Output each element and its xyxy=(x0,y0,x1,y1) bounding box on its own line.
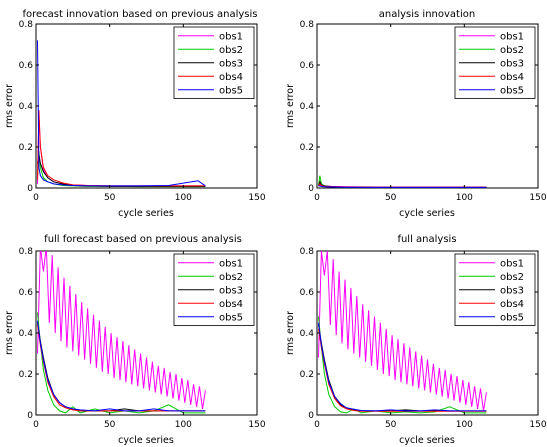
subplot-full-analysis: full analysis 0 50 100 150 0 0.2 0.4 0.6 0.8 obs1… xyxy=(285,234,547,446)
y-axis-label: rms error xyxy=(4,84,15,128)
legend-label-obs3: obs3 xyxy=(219,58,243,69)
legend-label-obs3: obs3 xyxy=(219,285,243,296)
x-tick-label: 0 xyxy=(314,193,320,203)
y-axis-label: rms error xyxy=(285,311,296,355)
y-tick-label: 0.2 xyxy=(300,370,314,380)
legend-label-obs1: obs1 xyxy=(219,258,243,269)
subplot-analysis-innovation: analysis innovation 0 50 100 15000.20.40.60… xyxy=(285,9,547,219)
series-line-obs1 xyxy=(37,251,206,409)
y-tick-label: 0.2 xyxy=(19,370,33,380)
legend-label-obs4: obs4 xyxy=(219,299,243,310)
x-tick-label: 100 xyxy=(456,193,473,203)
y-tick-label: 0.8 xyxy=(19,20,34,30)
y-tick-label: 0.4 xyxy=(19,329,34,339)
legend-label-obs2: obs2 xyxy=(500,272,524,283)
x-axis-label: cycle series xyxy=(399,435,455,446)
y-tick-label: 0.2 xyxy=(19,143,33,153)
x-tick-label: 150 xyxy=(248,193,265,203)
subplot-forecast-innovation: forecast innovation based on previous an… xyxy=(4,9,266,219)
legend-label-obs3: obs3 xyxy=(500,58,524,69)
x-tick-label: 50 xyxy=(104,193,116,203)
x-tick-label: 50 xyxy=(385,420,397,430)
x-tick-label: 0 xyxy=(33,420,39,430)
y-tick-label: 0.8 xyxy=(19,247,34,257)
x-axis-label: cycle series xyxy=(118,208,174,219)
legend-label-obs1: obs1 xyxy=(500,31,524,42)
y-tick-label: 0.6 xyxy=(300,61,315,71)
y-tick-label: 0.8 xyxy=(300,247,315,257)
series-line-obs5 xyxy=(37,320,206,412)
series-line-obs5 xyxy=(318,185,487,188)
x-tick-label: 150 xyxy=(248,420,265,430)
legend-label-obs2: obs2 xyxy=(219,45,243,56)
legend-label-obs5: obs5 xyxy=(219,312,243,323)
x-axis-label: cycle series xyxy=(118,435,174,446)
y-tick-label: 0.4 xyxy=(300,329,315,339)
chart-title: full forecast based on previous analysis xyxy=(44,234,242,245)
y-tick-label: 0.4 xyxy=(19,102,34,112)
y-axis-label: rms error xyxy=(4,311,15,355)
y-tick-label: 0.6 xyxy=(300,288,315,298)
y-tick-label: 0.6 xyxy=(19,288,34,298)
x-tick-label: 0 xyxy=(33,193,39,203)
y-tick-label: 0 xyxy=(27,184,33,194)
chart-title: analysis innovation xyxy=(379,9,475,20)
plot-area: 0 50 100 150 0 0.2 0.4 0.6 0.8 obs1 obs2 obs3 obs4 ob… xyxy=(19,20,266,203)
legend-label-obs4: obs4 xyxy=(500,299,524,310)
x-tick-label: 50 xyxy=(385,193,397,203)
legend-label-obs3: obs3 xyxy=(500,285,524,296)
chart-title: full analysis xyxy=(397,234,456,245)
y-tick-label: 0.6 xyxy=(19,61,34,71)
x-tick-label: 0 xyxy=(314,420,320,430)
y-tick-label: 0.4 xyxy=(300,102,315,112)
x-tick-label: 150 xyxy=(529,420,546,430)
subplot-full-forecast: full forecast based on previous analysis… xyxy=(4,234,266,446)
legend-label-obs1: obs1 xyxy=(500,258,524,269)
series-line-obs2 xyxy=(318,316,487,414)
chart-title: forecast innovation based on previous an… xyxy=(23,9,258,20)
x-tick-label: 100 xyxy=(456,420,473,430)
legend-label-obs4: obs4 xyxy=(219,72,243,83)
legend-label-obs2: obs2 xyxy=(219,272,243,283)
legend-label-obs5: obs5 xyxy=(219,85,243,96)
legend-label-obs2: obs2 xyxy=(500,45,524,56)
x-tick-label: 150 xyxy=(529,193,546,203)
series-line-obs5 xyxy=(318,322,487,412)
y-tick-label: 0 xyxy=(308,411,314,421)
legend-label-obs4: obs4 xyxy=(500,72,524,83)
plot-area: 0 50 100 150 0 0.2 0.4 0.6 0.8 obs1 obs2 obs3 obs4 ob… xyxy=(300,20,547,203)
y-tick-label: 0 xyxy=(27,411,33,421)
x-tick-label: 100 xyxy=(175,193,192,203)
x-axis-label: cycle series xyxy=(399,208,455,219)
series-line-obs1 xyxy=(318,251,487,411)
plot-area: 0 50 100 150 0 0.2 0.4 0.6 0.8 obs1 obs2 obs3 obs4 ob… xyxy=(300,247,547,430)
y-tick-label: 0 xyxy=(308,184,314,194)
legend-label-obs5: obs5 xyxy=(500,85,524,96)
x-tick-label: 50 xyxy=(104,420,116,430)
legend-label-obs1: obs1 xyxy=(219,31,243,42)
y-tick-label: 0.8 xyxy=(300,20,315,30)
y-tick-label: 0.2 xyxy=(300,143,314,153)
series-line-obs5 xyxy=(37,40,206,187)
y-axis-label: rms error xyxy=(285,84,296,128)
plot-area: 0 50 100 150 0 0.2 0.4 0.6 0.8 obs1 obs2 obs3 obs4 ob… xyxy=(19,247,266,430)
legend-label-obs5: obs5 xyxy=(500,312,524,323)
x-tick-label: 100 xyxy=(175,420,192,430)
